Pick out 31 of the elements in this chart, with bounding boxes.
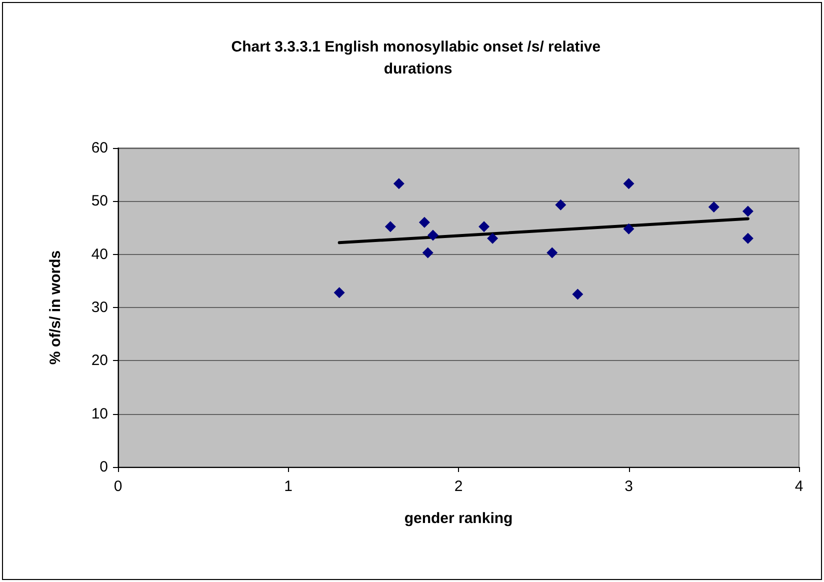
y-tick-label: 0	[100, 458, 108, 476]
y-tick-label: 20	[91, 352, 108, 370]
point	[742, 232, 754, 244]
point	[546, 247, 558, 258]
point	[708, 202, 720, 213]
point	[478, 221, 490, 232]
y-tick-label: 50	[91, 192, 108, 210]
x-tick-label: 3	[624, 478, 633, 495]
point	[334, 287, 345, 298]
point	[384, 221, 396, 232]
x-tick-label: 0	[114, 478, 122, 495]
chart-title: Chart 3.3.3.1 English monosyllabic onset /s/ relative durations	[231, 38, 605, 78]
x-tick-label: 2	[454, 478, 463, 495]
point	[422, 247, 434, 258]
point	[427, 230, 438, 241]
x-tick-label: 4	[794, 478, 804, 495]
point	[555, 199, 566, 210]
point	[487, 232, 498, 244]
point	[623, 178, 634, 190]
point	[623, 223, 634, 234]
point	[393, 178, 404, 190]
y-tick-label: 30	[91, 299, 108, 316]
point	[742, 206, 754, 217]
point	[418, 216, 430, 228]
y-tick-label: 60	[91, 140, 108, 156]
y-tick-label: 40	[91, 246, 108, 263]
y-axis-title: % of/s/ in words	[47, 250, 64, 365]
y-tick-label: 10	[91, 405, 108, 422]
point	[572, 288, 584, 300]
x-axis-title: gender ranking	[404, 510, 513, 527]
x-tick-label: 1	[284, 478, 292, 495]
